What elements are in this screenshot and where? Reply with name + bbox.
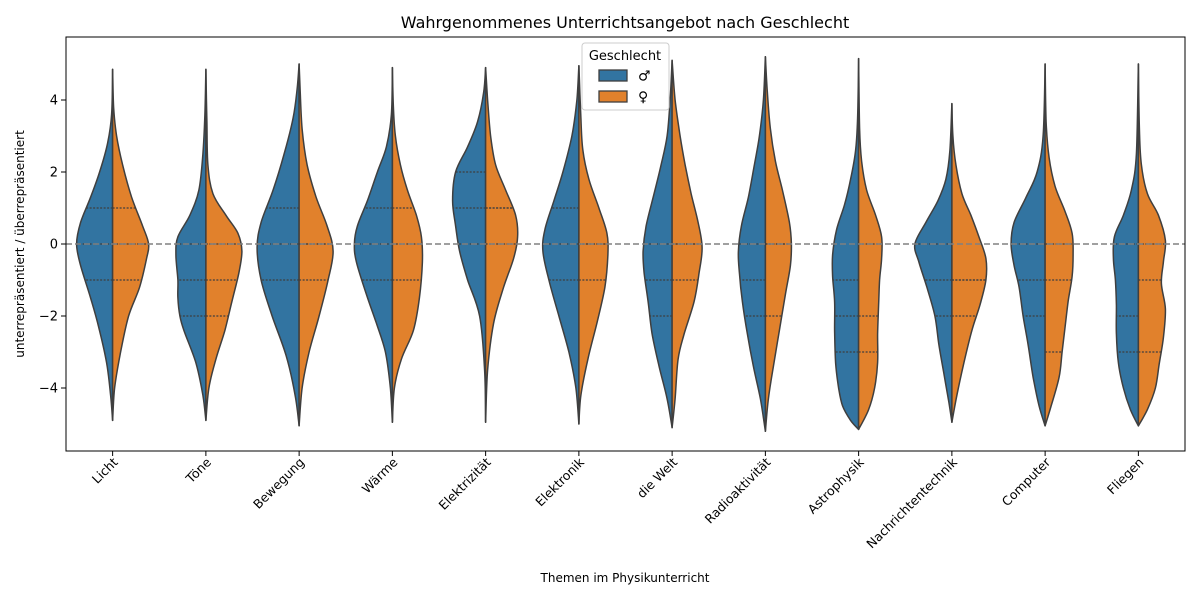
y-tick-label: 4	[50, 94, 58, 109]
violin-half-male-10	[913, 102, 953, 423]
violin-half-male-5	[451, 66, 487, 423]
violin-half-male-11	[1010, 63, 1046, 427]
chart-title: Wahrgenommenes Unterrichtsangebot nach G…	[401, 13, 849, 32]
violin-half-female-10	[951, 102, 988, 423]
y-tick-label: 0	[50, 238, 58, 253]
violin-half-male-6	[541, 65, 580, 425]
legend-title: Geschlecht	[589, 49, 661, 64]
violin-half-female-12	[1137, 63, 1167, 427]
y-axis: −4 −2 0 2 4	[39, 94, 66, 397]
violin-half-female-6	[578, 65, 609, 425]
legend-swatch-2	[598, 90, 628, 103]
violin-half-female-5	[484, 66, 519, 423]
violin-half-male-2	[175, 68, 207, 422]
legend-label-2: ♀	[638, 90, 648, 106]
legend-items: ♂♀	[598, 69, 651, 106]
legend: Geschlecht ♂♀	[581, 42, 670, 111]
legend-swatch-1	[598, 69, 628, 82]
y-tick-label: 2	[50, 166, 58, 181]
x-axis-label: Themen im Physikunterricht	[540, 571, 710, 585]
violin-half-female-4	[391, 66, 424, 423]
y-tick-label: −2	[39, 310, 58, 325]
violin-half-female-2	[205, 68, 243, 422]
y-axis-label: unterrepräsentiert / überrepräsentiert	[13, 130, 27, 358]
violin-half-female-3	[298, 63, 334, 427]
legend-label-1: ♂	[638, 69, 651, 85]
violin-half-male-12	[1112, 63, 1140, 427]
violin-half-female-11	[1044, 63, 1074, 427]
violin-half-male-3	[256, 63, 300, 427]
y-tick-label: −4	[39, 382, 58, 397]
